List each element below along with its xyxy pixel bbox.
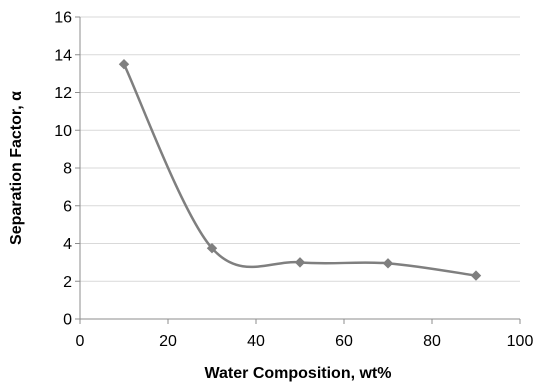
data-point-marker <box>382 258 394 269</box>
y-tick-label: 16 <box>54 10 72 27</box>
y-tick-labels: 0 2 4 6 8 10 12 14 16 <box>54 10 72 329</box>
x-axis-title: Water Composition, wt% <box>205 365 392 382</box>
data-point-marker <box>470 270 482 281</box>
y-tick-label: 4 <box>63 236 72 253</box>
y-tick-label: 10 <box>54 123 72 140</box>
x-tick-label: 60 <box>335 333 353 350</box>
y-tick-label: 2 <box>63 274 72 291</box>
series <box>118 58 482 281</box>
y-tick-label: 6 <box>63 198 72 215</box>
y-tick-label: 12 <box>54 85 72 102</box>
x-tick-label: 80 <box>423 333 441 350</box>
axes <box>75 16 521 324</box>
data-point-marker <box>294 257 306 268</box>
x-tick-label: 100 <box>507 333 534 350</box>
data-point-marker <box>118 58 130 70</box>
y-tick-label: 8 <box>63 161 72 178</box>
y-tick-label: 0 <box>63 312 72 329</box>
y-axis-title: Separation Factor, α <box>8 91 25 245</box>
x-tick-label: 20 <box>159 333 177 350</box>
gridlines <box>80 16 520 282</box>
x-tick-labels: 0 20 40 60 80 100 <box>76 333 534 350</box>
series-line <box>122 63 477 277</box>
data-point-marker <box>206 243 218 254</box>
x-tick-label: 40 <box>247 333 265 350</box>
y-tick-label: 14 <box>54 47 72 64</box>
x-tick-label: 0 <box>76 333 85 350</box>
